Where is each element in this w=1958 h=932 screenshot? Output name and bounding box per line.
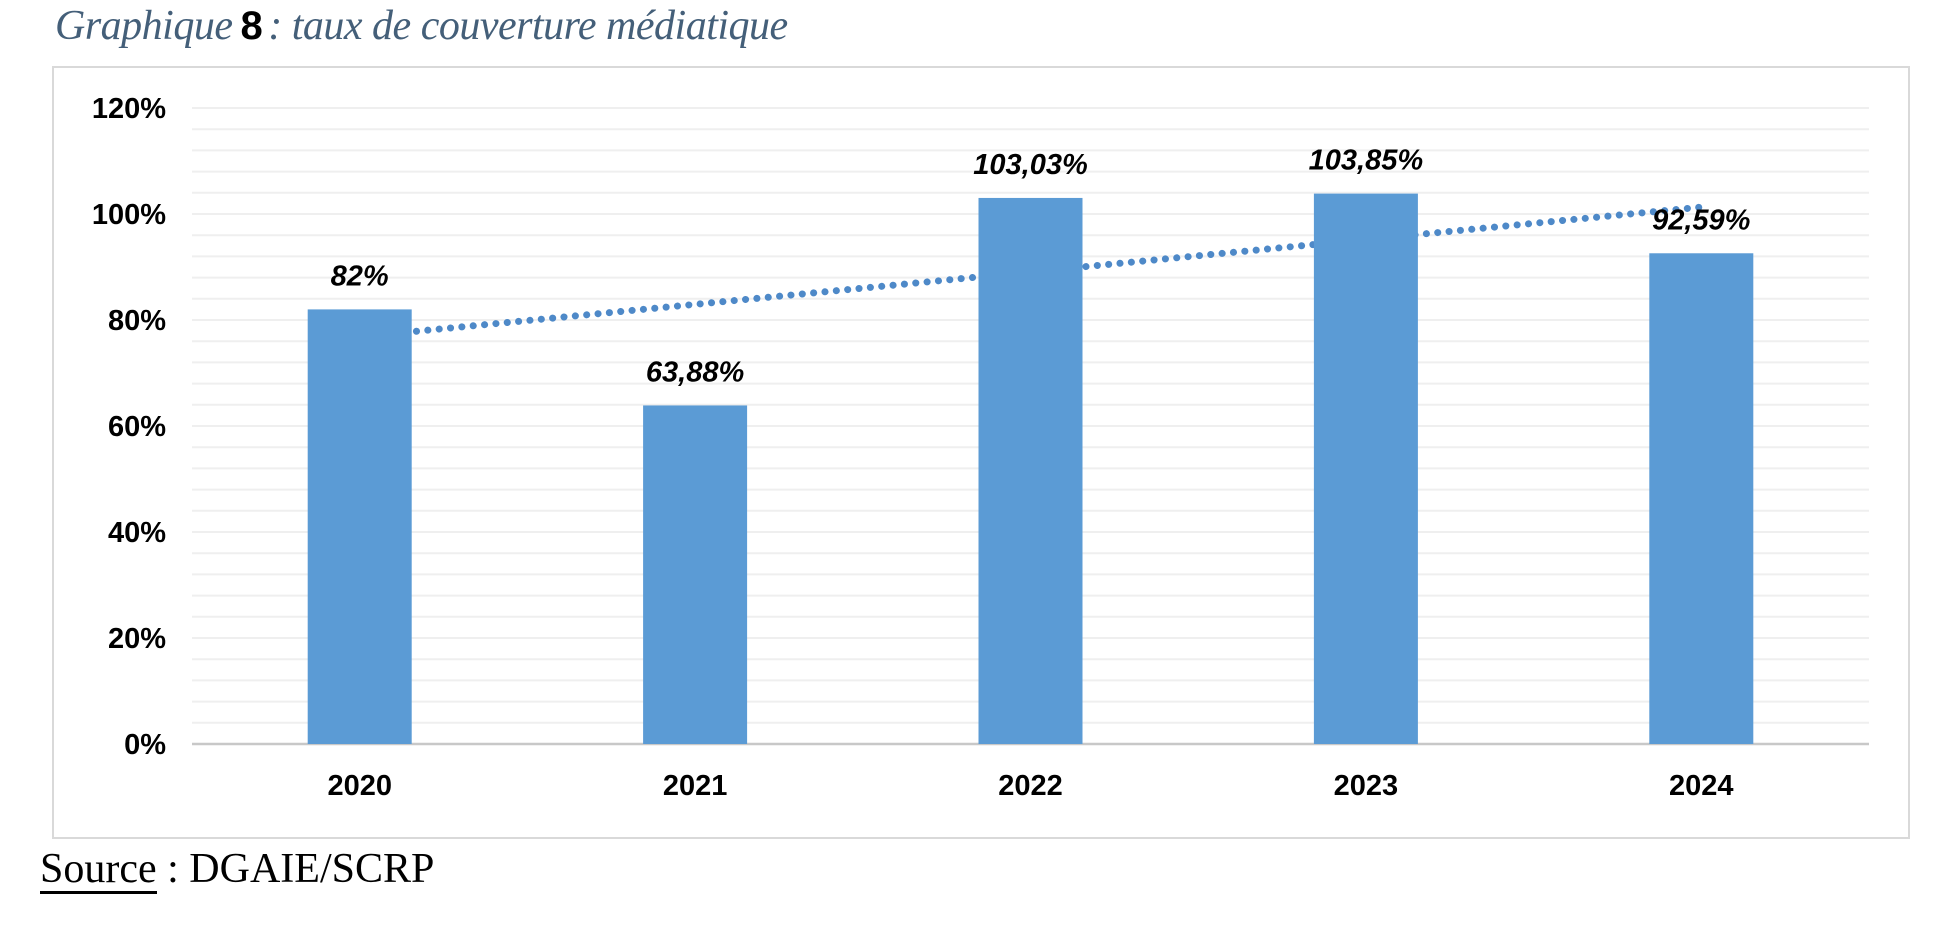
data-label-2020: 82% [331, 260, 389, 292]
bar-2020 [307, 309, 412, 744]
y-tick-label: 20% [108, 623, 166, 655]
chart-area: 82% 63,88% 103,03% 103,85% 92,59% 0% 20% 40% 60%… [52, 66, 1910, 839]
y-tick-label: 0% [124, 729, 166, 761]
data-label-2021: 63,88% [646, 356, 744, 388]
bar-2024 [1649, 253, 1754, 744]
y-tick-label: 100% [92, 199, 166, 231]
bar-2022 [978, 197, 1083, 745]
caption-text: : taux de couverture médiatique [268, 3, 788, 49]
source-label: Source [40, 847, 157, 895]
data-label-2022: 103,03% [973, 149, 1088, 181]
y-tick-label: 80% [108, 305, 166, 337]
bar-2023 [1313, 193, 1418, 745]
bar-2021 [643, 405, 748, 744]
caption-number: 8 [240, 4, 263, 48]
y-tick-label: 60% [108, 411, 166, 443]
data-label-2024: 92,59% [1652, 204, 1750, 236]
x-tick-label: 2020 [327, 770, 392, 802]
x-tick-label: 2023 [1334, 770, 1399, 802]
y-tick-label: 40% [108, 517, 166, 549]
bar-chart: 82% 63,88% 103,03% 103,85% 92,59% 0% 20% 40% 60%… [92, 93, 1869, 802]
source-line: Source : DGAIE/SCRP [40, 845, 435, 895]
x-tick-label: 2024 [1669, 770, 1734, 802]
chart-caption: Graphique 8: taux de couverture médiatiqu… [55, 2, 788, 50]
x-tick-label: 2021 [663, 770, 728, 802]
x-tick-label: 2022 [998, 770, 1063, 802]
y-tick-label: 120% [92, 93, 166, 125]
source-value: : DGAIE/SCRP [167, 846, 435, 892]
caption-prefix: Graphique [55, 3, 233, 49]
data-label-2023: 103,85% [1309, 145, 1424, 177]
